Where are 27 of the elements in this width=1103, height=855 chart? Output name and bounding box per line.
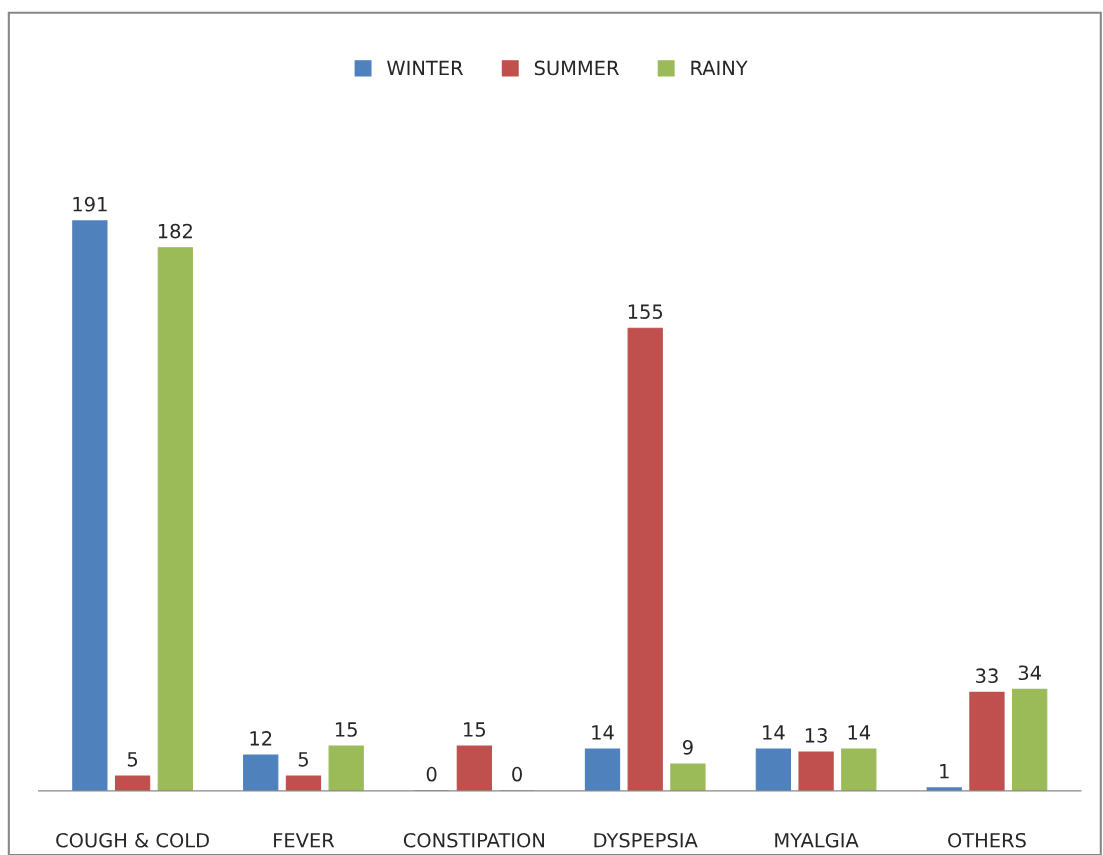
- legend-label: WINTER: [387, 60, 464, 76]
- data-label: 33: [976, 668, 998, 684]
- x-tick-label: OTHERS: [948, 832, 1026, 848]
- data-label: 182: [158, 223, 192, 239]
- legend-label: RAINY: [691, 60, 748, 76]
- data-label: 191: [73, 196, 107, 212]
- data-label: 1: [940, 764, 949, 779]
- data-label: 14: [763, 725, 785, 740]
- data-label: 0: [426, 766, 437, 782]
- x-tick-label: FEVER: [274, 833, 335, 848]
- data-label: 5: [298, 752, 308, 767]
- data-label: 155: [628, 304, 663, 319]
- data-label: 12: [250, 731, 272, 746]
- x-tick-label: COUGH & COLD: [56, 832, 209, 848]
- data-label: 15: [335, 722, 357, 737]
- data-label: 15: [464, 722, 486, 737]
- x-tick-label: CONSTIPATION: [403, 832, 544, 848]
- legend-label: SUMMER: [534, 60, 619, 76]
- x-tick-label: MYALGIA: [775, 832, 859, 848]
- x-tick-label: DYSPEPSIA: [594, 832, 698, 848]
- data-label: 14: [592, 725, 614, 740]
- data-label: 0: [512, 766, 522, 782]
- data-label: 9: [682, 739, 693, 755]
- data-label: 13: [805, 728, 827, 743]
- data-label: 14: [848, 725, 871, 740]
- data-label: 5: [127, 752, 138, 767]
- data-label: 34: [1018, 665, 1041, 681]
